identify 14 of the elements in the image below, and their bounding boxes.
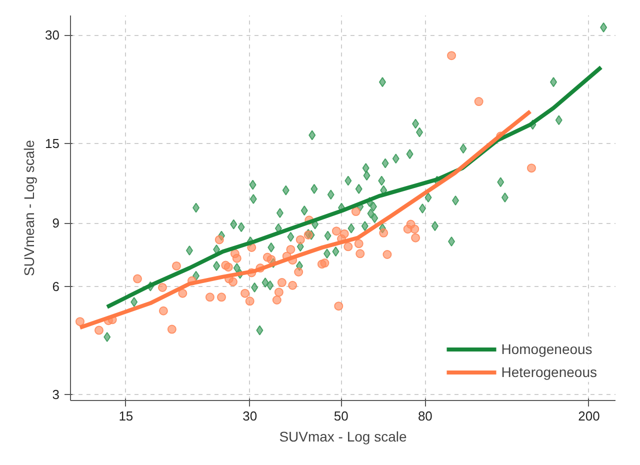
x-axis-title: SUVmax - Log scale [279, 428, 408, 444]
x-tick-label: 30 [242, 408, 258, 424]
y-tick-label: 3 [52, 387, 60, 402]
x-tick-label: 50 [334, 408, 348, 424]
legend-label: Homogeneous [501, 341, 592, 357]
y-tick-label: 9 [52, 216, 60, 231]
y-tick-label: 6 [52, 278, 60, 294]
y-tick-label: 30 [45, 28, 60, 43]
y-tick-label: 15 [45, 136, 60, 151]
x-tick-label: 80 [418, 408, 432, 424]
y-axis-title: SUVmean - Log scale [21, 140, 38, 276]
x-tick-label: 15 [118, 408, 134, 424]
x-tick-label: 200 [578, 408, 600, 424]
legend-label: Heterogeneous [501, 364, 597, 380]
